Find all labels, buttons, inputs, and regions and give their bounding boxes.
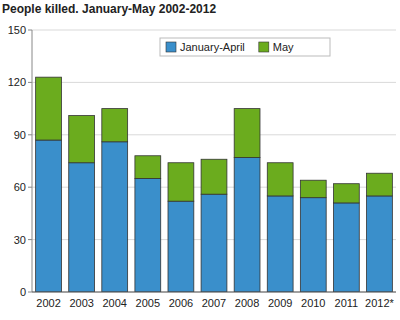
bars — [36, 77, 393, 292]
bar — [234, 109, 260, 158]
category-label: 2009 — [268, 297, 292, 309]
tick — [28, 292, 32, 293]
bar — [135, 178, 161, 292]
tick-label: 90 — [14, 129, 26, 141]
bar — [168, 163, 194, 201]
category-label: 2006 — [169, 297, 193, 309]
bar — [300, 198, 326, 292]
bar — [135, 156, 161, 179]
bar — [201, 194, 227, 292]
category-label: 2007 — [202, 297, 226, 309]
tick-label: 30 — [14, 234, 26, 246]
tick — [28, 82, 32, 83]
bar — [267, 163, 293, 196]
bar — [36, 77, 62, 140]
bar — [69, 116, 95, 163]
tick-label: 120 — [8, 76, 26, 88]
bar — [333, 184, 359, 203]
category-label: 2012* — [365, 297, 394, 309]
tick — [28, 187, 32, 188]
y-axis — [32, 30, 33, 292]
legend-label: May — [273, 41, 294, 53]
grid-line — [32, 82, 396, 83]
legend-swatch — [166, 42, 176, 52]
tick-label: 0 — [20, 286, 26, 298]
category-label: 2005 — [136, 297, 160, 309]
bar — [69, 163, 95, 292]
category-label: 2008 — [235, 297, 259, 309]
legend-label: January-April — [180, 41, 245, 53]
bar — [267, 196, 293, 292]
grid-line — [32, 292, 396, 293]
tick — [28, 134, 32, 135]
bar — [201, 159, 227, 194]
tick-label: 150 — [8, 24, 26, 36]
tick — [28, 239, 32, 240]
category-label: 2011 — [335, 297, 359, 309]
bar — [234, 158, 260, 292]
category-label: 2003 — [69, 297, 93, 309]
category-label: 2010 — [301, 297, 325, 309]
category-label: 2002 — [36, 297, 60, 309]
tick-label: 60 — [14, 181, 26, 193]
bar — [367, 196, 393, 292]
bar — [102, 142, 128, 292]
title: People killed. January-May 2002-2012 — [2, 2, 216, 16]
bar — [168, 201, 194, 292]
category-label: 2004 — [102, 297, 126, 309]
grid-line — [32, 30, 396, 31]
legend-box — [160, 38, 330, 56]
bar — [36, 140, 62, 292]
tick — [28, 30, 32, 31]
bar — [102, 109, 128, 142]
bar — [300, 180, 326, 197]
x-axis — [32, 292, 396, 293]
legend-swatch — [259, 42, 269, 52]
bar — [333, 203, 359, 292]
bar — [367, 173, 393, 196]
legend: January-April May — [160, 38, 330, 56]
